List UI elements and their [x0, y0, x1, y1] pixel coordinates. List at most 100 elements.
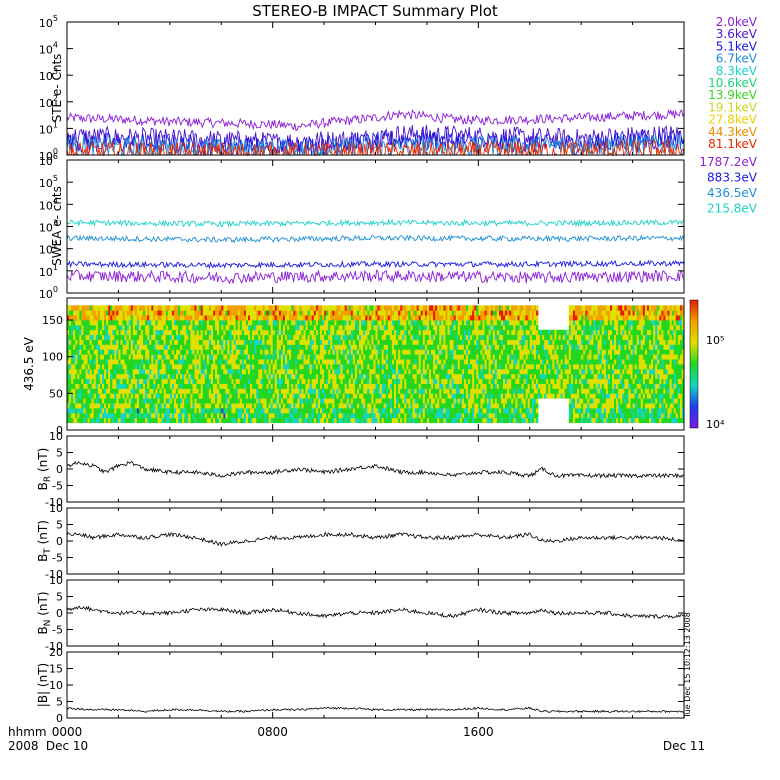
pad-cell: [229, 329, 232, 336]
pad-cell: [453, 320, 457, 326]
pad-cell: [396, 373, 399, 380]
pad-cell: [145, 349, 148, 355]
pad-cell: [361, 310, 364, 316]
pad-cell: [73, 320, 76, 326]
pad-cell: [145, 310, 148, 316]
pad-cell: [359, 359, 362, 365]
pad-cell: [439, 310, 442, 316]
pad-cell: [480, 393, 483, 399]
pad-cell: [171, 324, 175, 331]
pad-cell: [120, 324, 123, 331]
pad-cell: [176, 320, 179, 326]
pad-cell: [136, 310, 140, 316]
pad-cell: [194, 324, 197, 331]
pad-cell: [455, 339, 459, 345]
pad-cell: [91, 417, 95, 424]
pad-cell: [81, 339, 84, 345]
pad-cell: [433, 364, 436, 370]
pad-cell: [439, 403, 442, 409]
pad-cell: [190, 354, 193, 360]
pad-cell: [180, 339, 183, 345]
pad-cell: [184, 324, 187, 331]
pad-cell: [106, 378, 109, 384]
pad-cell: [95, 329, 99, 336]
pad-cell: [268, 354, 272, 360]
pad-cell: [443, 378, 446, 384]
pad-cell: [210, 334, 214, 340]
pad-cell: [272, 334, 276, 340]
pad-cell: [381, 373, 385, 380]
pad-cell: [285, 393, 288, 399]
pad-cell: [161, 388, 165, 394]
pad-cell: [182, 344, 185, 350]
pad-cell: [453, 315, 457, 321]
pad-cell: [89, 388, 93, 394]
swea-series-1787.2eV: [66, 269, 685, 285]
pad-cell: [268, 383, 272, 389]
pad-cell: [138, 329, 142, 336]
pad-cell: [89, 412, 93, 419]
pad-cell: [406, 412, 409, 419]
pad-cell: [463, 408, 467, 414]
pad-cell: [441, 417, 444, 424]
pad-cell: [352, 320, 356, 326]
pad-cell: [385, 388, 389, 394]
pad-cell: [453, 408, 457, 414]
pad-cell: [435, 354, 438, 360]
pad-cell: [346, 417, 350, 424]
pad-cell: [326, 383, 329, 389]
pad-cell: [79, 368, 82, 375]
pad-cell: [476, 334, 479, 340]
pad-cell: [83, 368, 86, 375]
pad-cell: [326, 368, 329, 375]
pad-cell: [480, 373, 483, 380]
pad-cell: [408, 354, 411, 360]
pad-cell: [186, 349, 189, 355]
pad-cell: [272, 315, 276, 321]
pad-cell: [138, 324, 142, 331]
pad-cell: [398, 412, 401, 419]
pad-cell: [470, 398, 473, 404]
pad-cell: [289, 368, 292, 375]
pad-cell: [381, 398, 385, 404]
pad-cell: [188, 388, 191, 394]
pad-cell: [89, 383, 93, 389]
pad-cell: [141, 305, 144, 311]
pad-cell: [287, 403, 290, 409]
pad-cell: [81, 315, 84, 321]
pad-cell: [245, 344, 249, 350]
pad-cell: [104, 344, 107, 350]
pad-cell: [404, 393, 407, 399]
pad-cell: [276, 403, 280, 409]
pad-cell: [221, 320, 224, 326]
pad-cell: [424, 412, 428, 419]
pad-cell: [293, 315, 296, 321]
pad-cell: [192, 368, 195, 375]
pad-cell: [356, 383, 360, 389]
pad-cell: [75, 417, 78, 424]
pad-cell: [315, 339, 319, 345]
pad-cell: [315, 315, 319, 321]
pad-cell: [217, 310, 220, 316]
pad-cell: [295, 354, 298, 360]
pad-cell: [410, 417, 413, 424]
pad-cell: [200, 398, 204, 404]
pad-cell: [354, 373, 358, 380]
pad-cell: [326, 359, 329, 365]
pad-cell: [418, 324, 422, 331]
pad-cell: [301, 359, 304, 365]
pad-cell: [396, 378, 399, 384]
pad-cell: [445, 305, 448, 311]
pad-cell: [451, 417, 455, 424]
pad-cell: [122, 373, 125, 380]
pad-cell: [247, 305, 251, 311]
pad-cell: [182, 364, 185, 370]
pad-cell: [202, 403, 206, 409]
pad-cell: [254, 329, 257, 336]
pad-cell: [159, 383, 163, 389]
pad-cell: [484, 339, 487, 345]
pad-cell: [239, 408, 243, 414]
pad-cell: [472, 320, 475, 326]
pad-cell: [124, 334, 128, 340]
pad-cell: [459, 368, 463, 375]
